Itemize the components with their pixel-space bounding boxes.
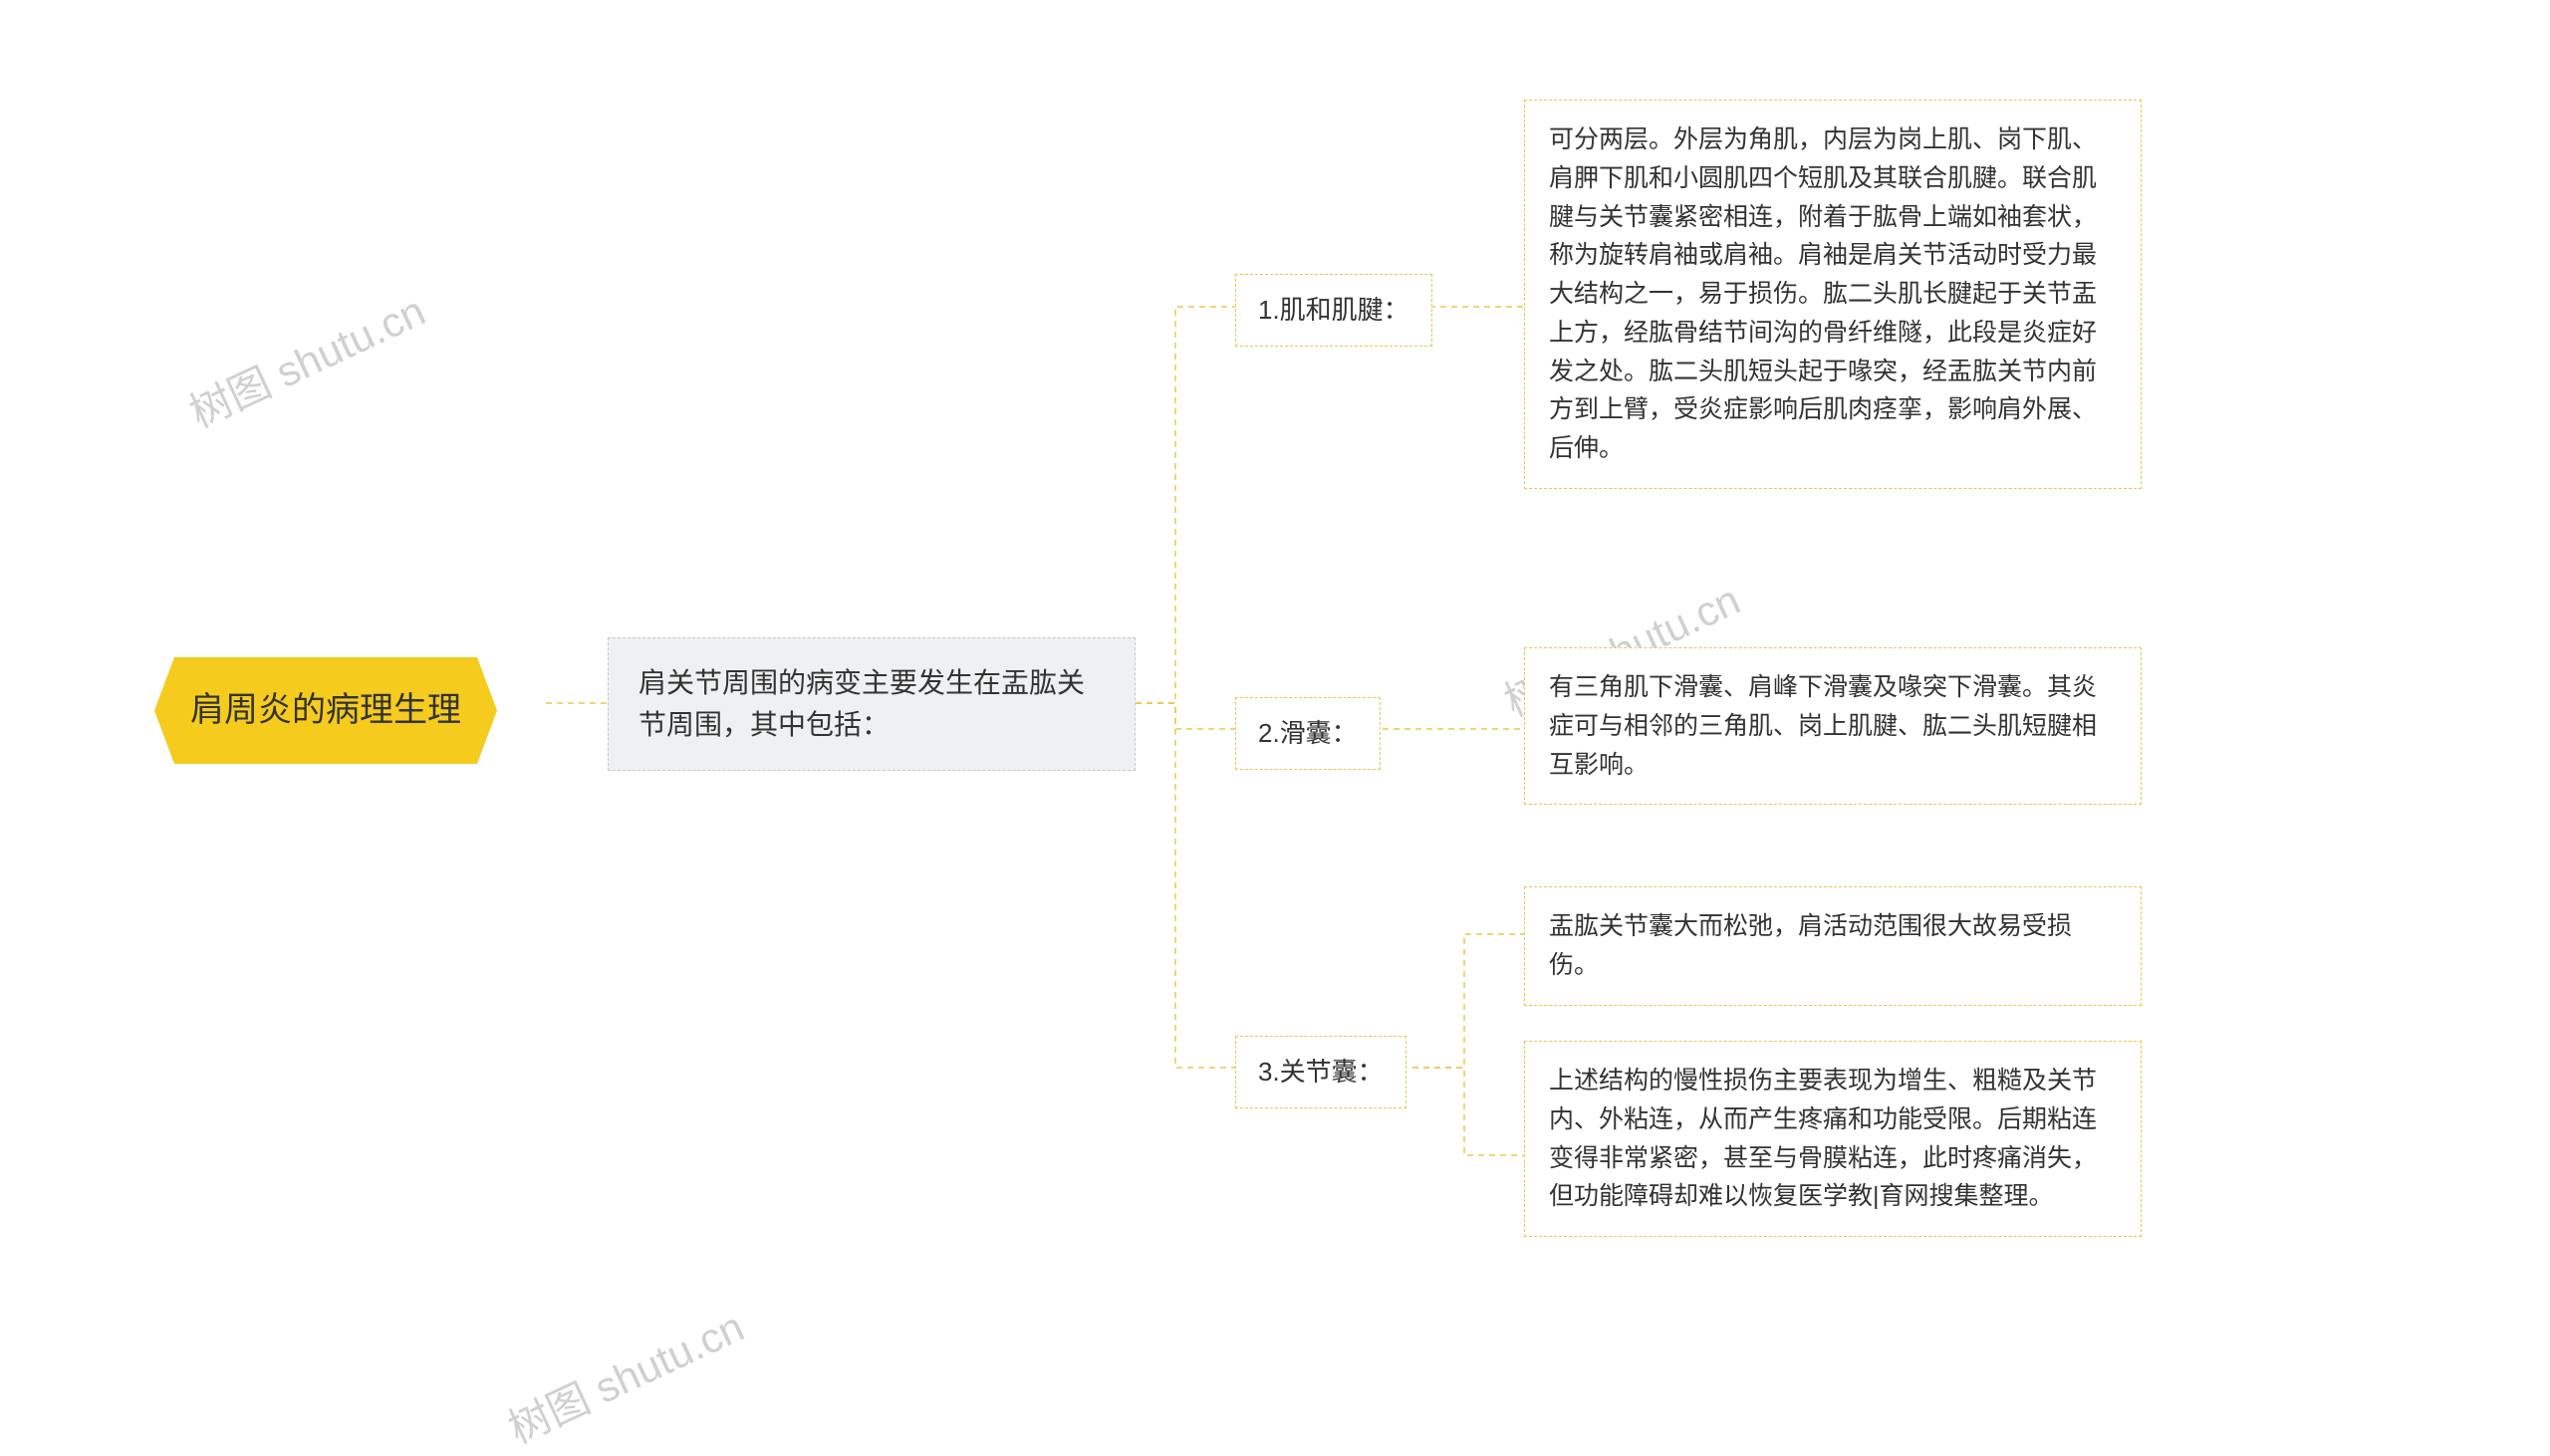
branch-label: 3.关节囊： [1258, 1057, 1384, 1087]
root-label: 肩周炎的病理生理 [190, 691, 461, 729]
watermark: 树图 shutu.cn [497, 1294, 752, 1456]
branch-label: 2.滑囊： [1258, 718, 1358, 748]
leaf-text: 可分两层。外层为角肌，内层为岗上肌、岗下肌、肩胛下肌和小圆肌四个短肌及其联合肌腱… [1549, 125, 2097, 462]
leaf-node[interactable]: 可分两层。外层为角肌，内层为岗上肌、岗下肌、肩胛下肌和小圆肌四个短肌及其联合肌腱… [1524, 100, 2142, 489]
branch-node-capsule[interactable]: 3.关节囊： [1235, 1036, 1406, 1108]
leaf-text: 上述结构的慢性损伤主要表现为增生、粗糙及关节内、外粘连，从而产生疼痛和功能受限。… [1549, 1067, 2097, 1210]
branch-label: 1.肌和肌腱： [1258, 295, 1409, 325]
branch-node-muscles[interactable]: 1.肌和肌腱： [1235, 274, 1432, 347]
root-node[interactable]: 肩周炎的病理生理 [154, 657, 497, 764]
leaf-node[interactable]: 盂肱关节囊大而松弛，肩活动范围很大故易受损伤。 [1524, 886, 2142, 1006]
level1-text: 肩关节周围的病变主要发生在盂肱关节周围，其中包括： [638, 667, 1085, 740]
branch-node-bursa[interactable]: 2.滑囊： [1235, 697, 1381, 770]
level1-node[interactable]: 肩关节周围的病变主要发生在盂肱关节周围，其中包括： [608, 637, 1136, 771]
watermark: 树图 shutu.cn [178, 278, 433, 440]
leaf-node[interactable]: 有三角肌下滑囊、肩峰下滑囊及喙突下滑囊。其炎症可与相邻的三角肌、岗上肌腱、肱二头… [1524, 647, 2142, 805]
leaf-text: 盂肱关节囊大而松弛，肩活动范围很大故易受损伤。 [1549, 912, 2072, 979]
leaf-node[interactable]: 上述结构的慢性损伤主要表现为增生、粗糙及关节内、外粘连，从而产生疼痛和功能受限。… [1524, 1041, 2142, 1237]
mindmap-canvas: 树图 shutu.cn 树图 shutu.cn 树图 shutu.cn 肩周炎的… [0, 0, 2550, 1407]
leaf-text: 有三角肌下滑囊、肩峰下滑囊及喙突下滑囊。其炎症可与相邻的三角肌、岗上肌腱、肱二头… [1549, 673, 2097, 779]
